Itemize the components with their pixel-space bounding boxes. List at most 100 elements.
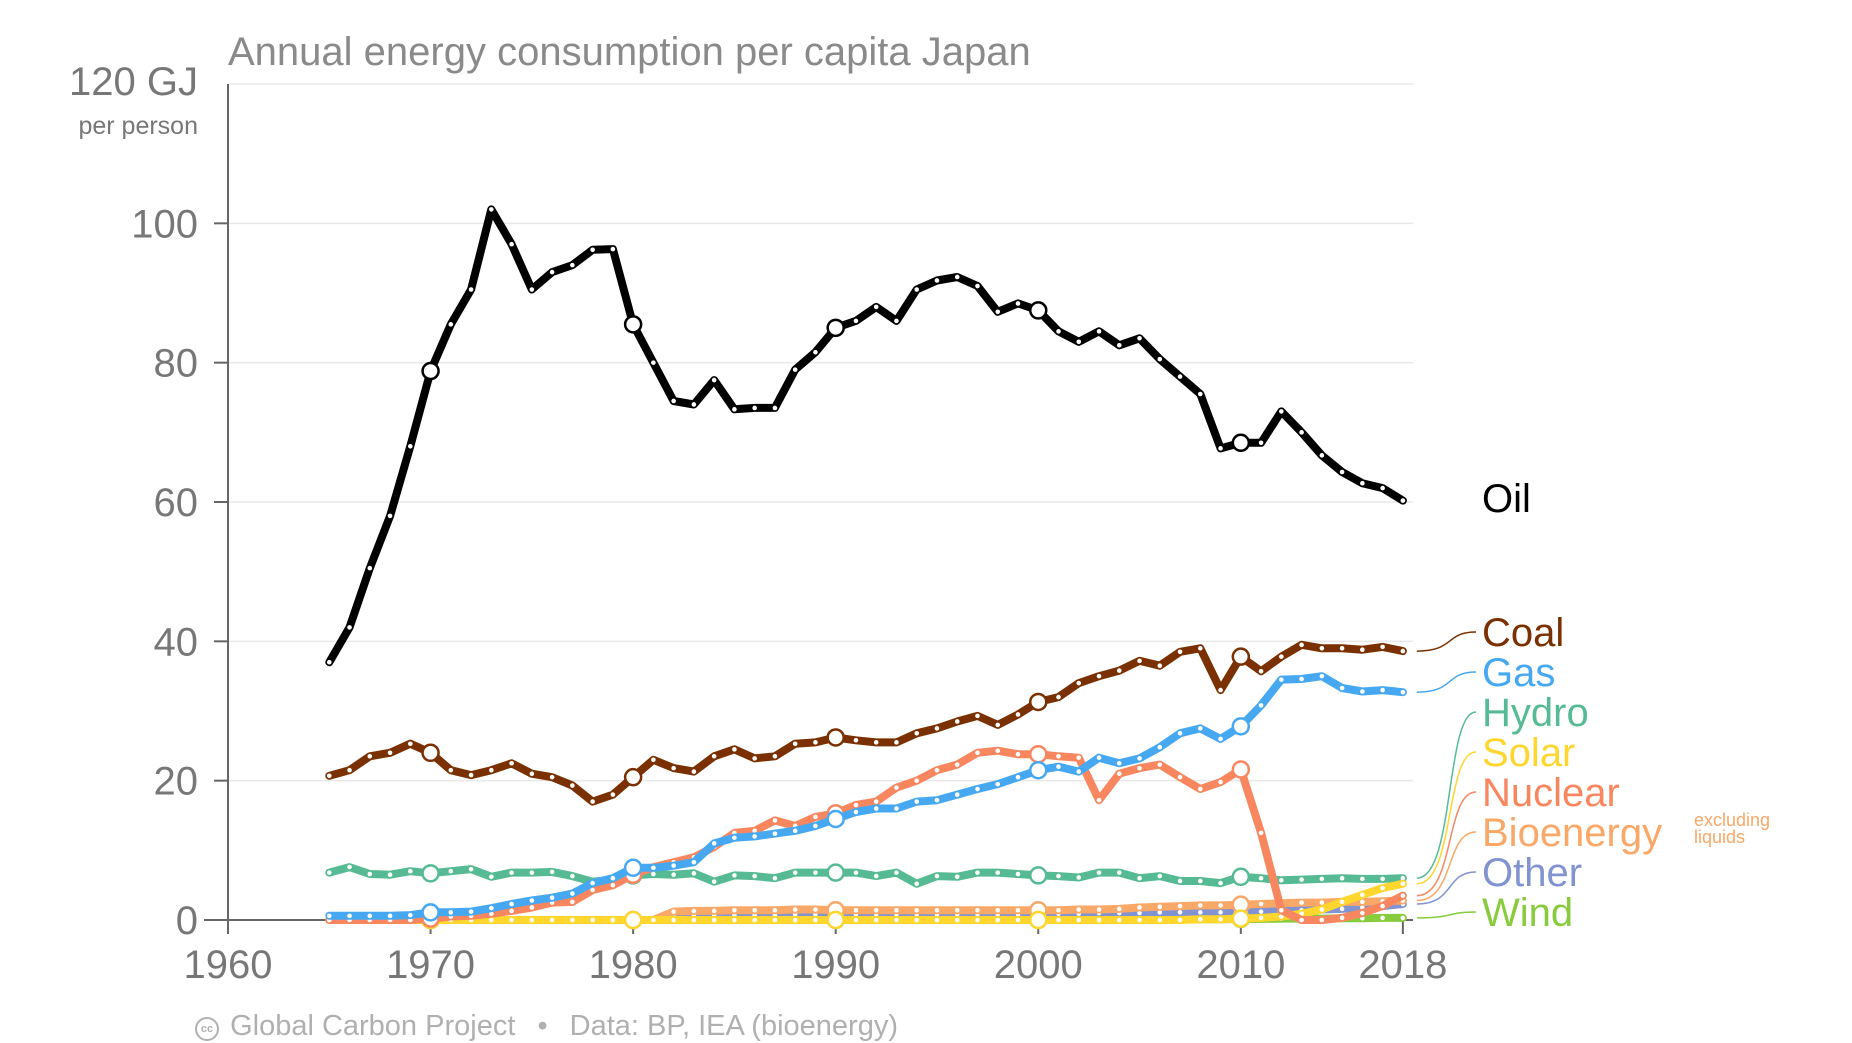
nuclear-point — [1056, 753, 1061, 759]
solar-point — [509, 917, 514, 923]
nuclear-point — [1279, 907, 1284, 913]
coal-point — [651, 757, 656, 763]
gas-point — [894, 806, 899, 811]
coal-highlight-point — [623, 767, 643, 787]
bioenergy-point — [995, 907, 1001, 913]
hydro-point — [468, 866, 474, 872]
hydro-point — [995, 870, 1001, 875]
hydro-point — [1339, 875, 1345, 881]
solar-point — [1096, 917, 1102, 923]
coal-point — [732, 747, 737, 752]
hydro-point — [691, 871, 697, 876]
coal-point — [326, 773, 332, 779]
hydro-point — [448, 868, 454, 874]
oil-point — [711, 377, 717, 383]
coal-point — [954, 719, 960, 724]
gas-point — [1380, 687, 1385, 693]
coal-point — [1015, 712, 1021, 717]
gas-point — [1096, 755, 1102, 760]
bioenergy-point — [792, 907, 798, 912]
oil-point — [1157, 356, 1163, 362]
oil-point — [1339, 469, 1345, 475]
gas-point — [813, 823, 818, 829]
x-tick-label: 2000 — [994, 943, 1083, 987]
hydro-point — [489, 874, 494, 880]
nuclear-point — [489, 911, 494, 917]
nuclear-point — [772, 818, 778, 823]
hydro-point — [1015, 871, 1021, 877]
x-tick-label: 2018 — [1358, 943, 1447, 987]
oil-point — [1198, 391, 1203, 397]
solar-highlight-point — [826, 910, 845, 930]
gas-point — [1339, 685, 1345, 691]
oil-point — [995, 309, 1001, 315]
oil-point — [853, 318, 859, 324]
oil-point — [1137, 335, 1142, 341]
hydro-point — [529, 870, 535, 875]
gas-point — [509, 901, 514, 907]
hydro-point — [1279, 877, 1284, 883]
solar-point — [995, 917, 1001, 923]
nuclear-point — [1137, 765, 1142, 771]
gas-point — [853, 809, 859, 815]
gas-point — [347, 913, 352, 919]
solar-point — [651, 917, 656, 923]
bioenergy-point — [1177, 903, 1183, 909]
hydro-point — [894, 870, 899, 875]
gas-point — [1116, 760, 1122, 766]
hydro-point — [671, 872, 676, 878]
hydro-point — [1177, 878, 1183, 884]
coal-point — [995, 722, 1001, 728]
oil-point — [954, 274, 960, 280]
y-tick-label: 0 — [176, 899, 198, 943]
coal-point — [387, 750, 393, 756]
nuclear-point — [894, 785, 899, 790]
hydro-point — [326, 870, 332, 875]
nuclear-point — [590, 887, 595, 893]
bioenergy-point — [1137, 905, 1142, 910]
y-tick-label: 20 — [154, 760, 199, 804]
nuclear-point — [509, 908, 514, 914]
solar-point — [1198, 917, 1203, 922]
nuclear-connector — [1416, 791, 1477, 897]
hydro-point — [792, 870, 798, 875]
solar-connector — [1416, 751, 1477, 885]
coal-point — [1157, 663, 1163, 669]
nuclear-point — [1258, 830, 1264, 836]
oil-highlight-point — [421, 361, 440, 381]
oil-point — [914, 287, 920, 292]
solar-label: Solar — [1482, 731, 1575, 775]
hydro-point — [1360, 876, 1365, 882]
solar-point — [732, 917, 737, 923]
nuclear-line — [325, 746, 1407, 924]
hydro-point — [1056, 873, 1061, 879]
bioenergy-point — [1076, 907, 1082, 912]
nuclear-point — [1096, 797, 1102, 803]
coal-point — [1258, 668, 1264, 674]
coal-point — [752, 756, 757, 761]
bioenergy-point — [1096, 907, 1102, 912]
gas-highlight-point — [421, 903, 440, 922]
coal-point — [1360, 647, 1365, 652]
nuclear-point — [1400, 893, 1406, 898]
oil-point — [732, 407, 737, 412]
coal-point — [1218, 687, 1223, 693]
nuclear-point — [1299, 917, 1304, 923]
coal-point — [1076, 680, 1082, 686]
oil-point — [772, 405, 778, 411]
cc-by-icon: cc — [195, 1017, 219, 1041]
hydro-point — [1400, 875, 1406, 881]
gas-point — [448, 910, 454, 915]
gas-point — [995, 781, 1001, 787]
hydro-point — [813, 870, 818, 875]
coal-point — [934, 726, 940, 731]
bioenergy-point — [691, 908, 697, 914]
nuclear-point — [954, 762, 960, 767]
gas-highlight-point — [623, 858, 643, 877]
hydro-connector — [1416, 711, 1477, 879]
hydro-point — [347, 864, 352, 870]
solar-highlight-point — [1231, 909, 1251, 928]
nuclear-point — [610, 882, 616, 888]
bioenergy-point — [1218, 903, 1223, 908]
oil-highlight-point — [826, 318, 845, 338]
